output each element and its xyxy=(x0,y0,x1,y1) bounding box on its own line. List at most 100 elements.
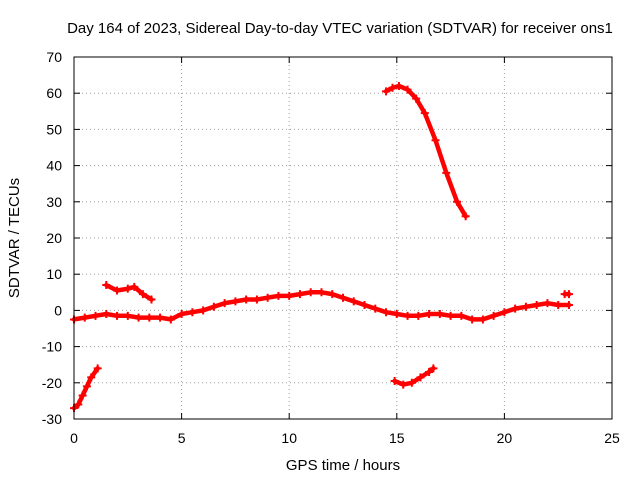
data-point xyxy=(349,297,358,306)
data-point xyxy=(468,315,477,324)
data-point xyxy=(328,290,337,299)
data-point xyxy=(461,212,470,221)
data-point xyxy=(442,168,451,177)
chart-title: Day 164 of 2023, Sidereal Day-to-day VTE… xyxy=(67,20,613,37)
data-point xyxy=(564,290,573,299)
data-point xyxy=(478,315,487,324)
data-point xyxy=(429,364,438,373)
data-point xyxy=(177,310,186,319)
data-point xyxy=(156,313,165,322)
data-point xyxy=(453,197,462,206)
y-tick-label: 20 xyxy=(46,230,62,246)
x-axis-label: GPS time / hours xyxy=(286,457,400,474)
data-point xyxy=(489,311,498,320)
data-point xyxy=(166,315,175,324)
data-point xyxy=(407,378,416,387)
y-tick-label: 0 xyxy=(54,302,62,318)
data-point xyxy=(147,295,156,304)
data-point xyxy=(80,313,89,322)
data-point xyxy=(82,382,91,391)
data-point xyxy=(416,373,425,382)
data-point xyxy=(93,364,102,373)
data-point xyxy=(220,299,229,308)
data-point xyxy=(113,311,122,320)
data-point xyxy=(392,310,401,319)
data-point xyxy=(252,295,261,304)
data-point xyxy=(295,290,304,299)
data-point xyxy=(78,391,87,400)
data-point xyxy=(138,290,147,299)
data-point xyxy=(382,87,391,96)
data-point xyxy=(113,286,122,295)
data-point xyxy=(87,373,96,382)
data-point xyxy=(382,308,391,317)
y-tick-label: 70 xyxy=(46,49,62,65)
data-point xyxy=(102,281,111,290)
data-point xyxy=(285,291,294,300)
data-point xyxy=(431,136,440,145)
data-point xyxy=(500,308,509,317)
x-tick-label: 20 xyxy=(497,430,513,446)
data-point xyxy=(145,313,154,322)
data-point xyxy=(242,295,251,304)
data-point xyxy=(511,304,520,313)
data-point xyxy=(274,291,283,300)
data-point xyxy=(420,109,429,118)
data-point xyxy=(188,308,197,317)
data-point xyxy=(388,83,397,92)
data-point xyxy=(435,310,444,319)
data-point xyxy=(425,310,434,319)
series-high-arc xyxy=(383,83,468,219)
data-point xyxy=(554,300,563,309)
data-point xyxy=(564,300,573,309)
y-tick-label: 10 xyxy=(46,266,62,282)
gridlines xyxy=(74,57,612,419)
data-point xyxy=(199,306,208,315)
data-point xyxy=(543,299,552,308)
data-point xyxy=(263,293,272,302)
data-point xyxy=(371,304,380,313)
data-point xyxy=(360,300,369,309)
data-point xyxy=(130,282,139,291)
data-point xyxy=(414,311,423,320)
x-tick-label: 25 xyxy=(604,430,620,446)
x-tick-label: 5 xyxy=(178,430,186,446)
data-series xyxy=(70,81,573,413)
x-tick-label: 15 xyxy=(389,430,405,446)
data-point xyxy=(231,297,240,306)
y-tick-label: 60 xyxy=(46,85,62,101)
y-tick-label: -10 xyxy=(42,339,62,355)
data-point xyxy=(532,300,541,309)
data-point xyxy=(446,311,455,320)
y-axis-label: SDTVAR / TECUs xyxy=(6,178,23,298)
y-tick-label: -30 xyxy=(42,411,62,427)
data-point xyxy=(317,288,326,297)
data-point xyxy=(339,293,347,302)
x-tick-label: 0 xyxy=(70,430,78,446)
data-point xyxy=(521,302,530,311)
axis-ticks: 0 5 10 15 20 25 -30 -20 -10 0 10 20 30 40 50 60 70 xyxy=(42,49,620,446)
data-point xyxy=(457,311,466,320)
y-tick-label: 40 xyxy=(46,158,62,174)
data-point xyxy=(425,367,434,376)
series-arc-early xyxy=(104,282,154,302)
data-point xyxy=(134,313,143,322)
data-point xyxy=(123,311,132,320)
data-point xyxy=(123,284,132,293)
data-point xyxy=(399,380,408,389)
data-point xyxy=(412,94,421,103)
y-tick-label: -20 xyxy=(42,375,62,391)
y-tick-label: 50 xyxy=(46,121,62,137)
data-point xyxy=(102,310,111,319)
y-tick-label: 30 xyxy=(46,194,62,210)
data-point xyxy=(403,85,412,94)
data-point xyxy=(403,311,412,320)
data-point xyxy=(74,400,83,409)
data-point xyxy=(390,376,399,385)
data-point xyxy=(394,81,403,90)
data-point xyxy=(209,302,218,311)
x-tick-label: 10 xyxy=(281,430,297,446)
data-point xyxy=(91,311,100,320)
data-point xyxy=(306,288,315,297)
